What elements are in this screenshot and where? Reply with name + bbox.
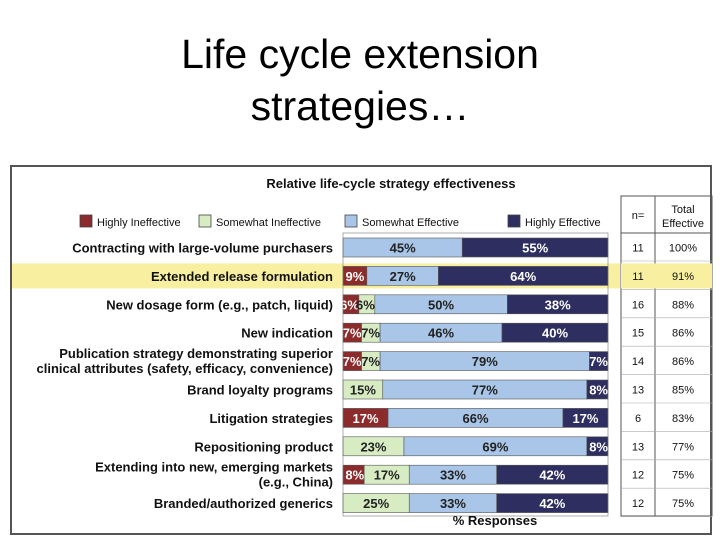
table-cell-total: 86% (672, 328, 694, 340)
table-header-total: Total (671, 204, 694, 216)
highlight-band-table (621, 263, 712, 289)
legend-swatch (198, 214, 212, 228)
bar-value-label: 33% (440, 496, 466, 511)
table-cell-total: 100% (669, 243, 697, 255)
bar-value-label: 69% (482, 439, 508, 454)
bar-value-label: 8% (589, 383, 608, 398)
table-cell-total: 75% (672, 498, 694, 510)
bar-value-label: 40% (542, 326, 568, 341)
bar-value-label: 25% (363, 496, 389, 511)
table-cell-total: 91% (672, 271, 694, 283)
chart-title: Relative life-cycle strategy effectivene… (266, 176, 515, 191)
table-cell-n: 14 (632, 356, 644, 368)
bar-value-label: 33% (440, 468, 466, 483)
bar-value-label: 6% (356, 297, 375, 312)
bar-value-label: 27% (390, 269, 416, 284)
table-cell-n: 13 (632, 441, 644, 453)
x-axis-label: % Responses (453, 513, 538, 528)
bar-value-label: 64% (510, 269, 536, 284)
category-label-line2: clinical attributes (safety, efficacy, c… (37, 361, 333, 376)
table-cell-n: 15 (632, 328, 644, 340)
bar-value-label: 46% (428, 326, 454, 341)
category-label: Repositioning product (194, 439, 333, 454)
table-cell-n: 11 (632, 243, 643, 255)
legend-swatch (344, 214, 358, 228)
table-cell-total: 83% (672, 413, 694, 425)
table-cell-n: 11 (632, 271, 643, 283)
table-cell-total: 77% (672, 441, 694, 453)
bar-value-label: 6% (340, 297, 359, 312)
bar-value-label: 17% (572, 411, 598, 426)
legend-swatch (79, 214, 93, 228)
table-cell-total: 86% (672, 356, 694, 368)
bar-value-label: 8% (345, 468, 364, 483)
table-cell-total: 88% (672, 299, 694, 311)
legend-label: Somewhat Ineffective (216, 217, 321, 229)
bar-value-label: 15% (350, 383, 376, 398)
bar-value-label: 7% (343, 326, 362, 341)
bar-value-label: 8% (589, 439, 608, 454)
legend-label: Highly Effective (525, 217, 601, 229)
bar-value-label: 17% (353, 411, 379, 426)
category-label: New dosage form (e.g., patch, liquid) (106, 297, 333, 312)
table-cell-n: 12 (632, 470, 644, 482)
bar-value-label: 45% (390, 241, 416, 256)
bar-value-label: 42% (539, 496, 565, 511)
category-label: Brand loyalty programs (187, 383, 333, 398)
table-cell-total: 75% (672, 470, 694, 482)
bar-value-label: 38% (545, 297, 571, 312)
bar-value-label: 7% (361, 354, 380, 369)
category-label: Branded/authorized generics (154, 496, 333, 511)
bar-value-label: 79% (472, 354, 498, 369)
category-label: Extended release formulation (151, 269, 333, 284)
bar-value-label: 23% (360, 439, 386, 454)
table-cell-n: 16 (632, 299, 644, 311)
category-label: Extending into new, emerging markets (95, 460, 333, 475)
table-cell-n: 6 (635, 413, 641, 425)
table-cell-n: 12 (632, 498, 644, 510)
legend-label: Highly Ineffective (97, 217, 181, 229)
bar-value-label: 55% (522, 241, 548, 256)
slide-title-line-2: strategies… (250, 83, 470, 129)
bar-value-label: 66% (462, 411, 488, 426)
slide-title: Life cycle extension strategies… (0, 28, 720, 132)
bar-value-label: 7% (361, 326, 380, 341)
category-label: New indication (241, 326, 333, 341)
bar-value-label: 50% (428, 297, 454, 312)
bar-value-label: 9% (346, 269, 365, 284)
legend-swatch (507, 214, 521, 228)
slide-title-line-1: Life cycle extension (181, 31, 539, 77)
category-label: Publication strategy demonstrating super… (59, 346, 333, 361)
table-border (620, 195, 713, 517)
bar-value-label: 42% (539, 468, 565, 483)
bar-value-label: 7% (589, 354, 608, 369)
bar-value-label: 7% (343, 354, 362, 369)
table-cell-total: 85% (672, 385, 694, 397)
plot-frame (342, 232, 609, 517)
table-header-effective: Effective (662, 218, 704, 230)
category-label-line2: (e.g., China) (259, 475, 333, 490)
category-label: Contracting with large-volume purchasers (72, 241, 333, 256)
category-label: Litigation strategies (209, 411, 333, 426)
legend-label: Somewhat Effective (362, 217, 459, 229)
table-header-n: n= (632, 210, 645, 222)
table-cell-n: 13 (632, 385, 644, 397)
bar-value-label: 77% (472, 383, 498, 398)
bar-value-label: 17% (374, 468, 400, 483)
